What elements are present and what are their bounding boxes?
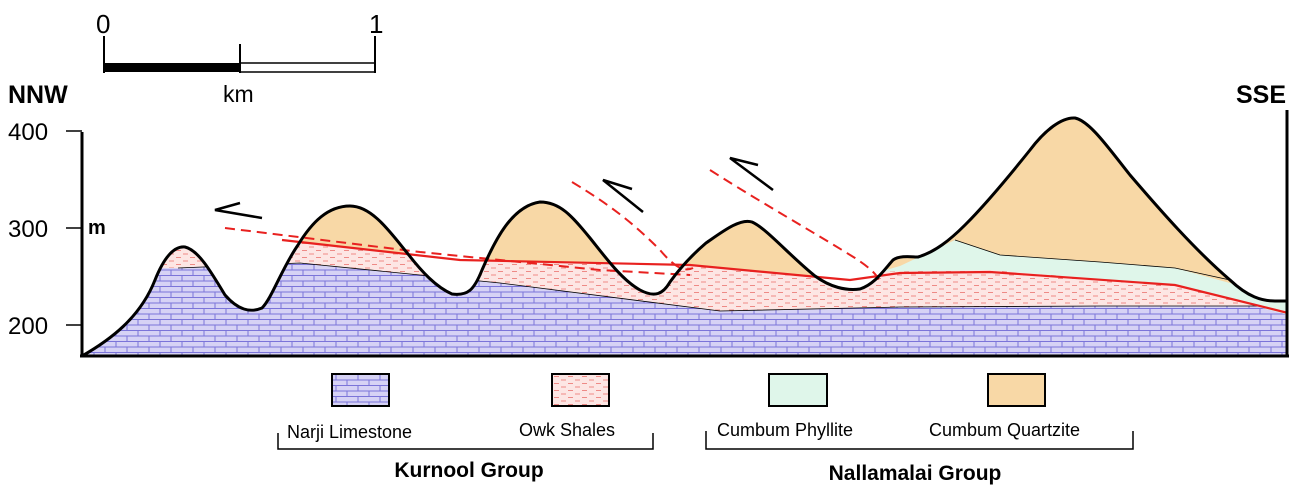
scale-start-label: 0: [96, 9, 110, 39]
legend-swatch-owk-shales: [551, 373, 610, 407]
shale-limestone-contact: [177, 262, 1260, 312]
legend: Narji Limestone Owk Shales Cumbum Phylli…: [277, 373, 1134, 485]
scale-bar: 0 1 km: [96, 9, 383, 107]
orientation-right-label: SSE: [1236, 81, 1286, 109]
scale-bar-solid-segment: [104, 63, 240, 72]
quartzite-phyllite-contact: [954, 239, 1231, 281]
group-label-kurnool: Kurnool Group: [394, 459, 543, 482]
legend-label-cumbum-quartzite: Cumbum Quartzite: [929, 420, 1080, 440]
kurnool-group-bracket: [277, 433, 654, 450]
scale-bar-open-segment: [239, 62, 376, 73]
legend-label-narji-limestone: Narji Limestone: [287, 422, 412, 442]
legend-label-owk-shales: Owk Shales: [519, 420, 615, 440]
topographic-profile: [81, 116, 1288, 358]
nallamalai-group-bracket: [705, 431, 1134, 450]
tick-label-300: 300: [8, 216, 48, 243]
fault-trace-3: [709, 169, 881, 284]
orientation-left-label: NNW: [8, 81, 68, 109]
elevation-unit-label: m: [88, 217, 106, 239]
legend-label-cumbum-phyllite: Cumbum Phyllite: [717, 420, 853, 440]
fault-motion-arrow-1: [214, 201, 263, 220]
fault-trace-1: [224, 227, 691, 276]
legend-swatch-narji-limestone: [331, 373, 390, 407]
legend-swatch-cumbum-phyllite: [768, 373, 828, 407]
tick-label-400: 400: [8, 119, 48, 146]
group-label-nallamalai: Nallamalai Group: [829, 462, 1002, 485]
legend-swatch-cumbum-quartzite: [987, 373, 1046, 407]
scale-unit-label: km: [223, 81, 254, 107]
fault-motion-arrow-2: [602, 178, 644, 213]
scale-end-label: 1: [369, 9, 383, 39]
geology-layers: [82, 117, 1288, 356]
elevation-ticks: [66, 130, 82, 326]
tick-label-200: 200: [8, 313, 48, 340]
fault-motion-arrow-3: [729, 156, 774, 192]
